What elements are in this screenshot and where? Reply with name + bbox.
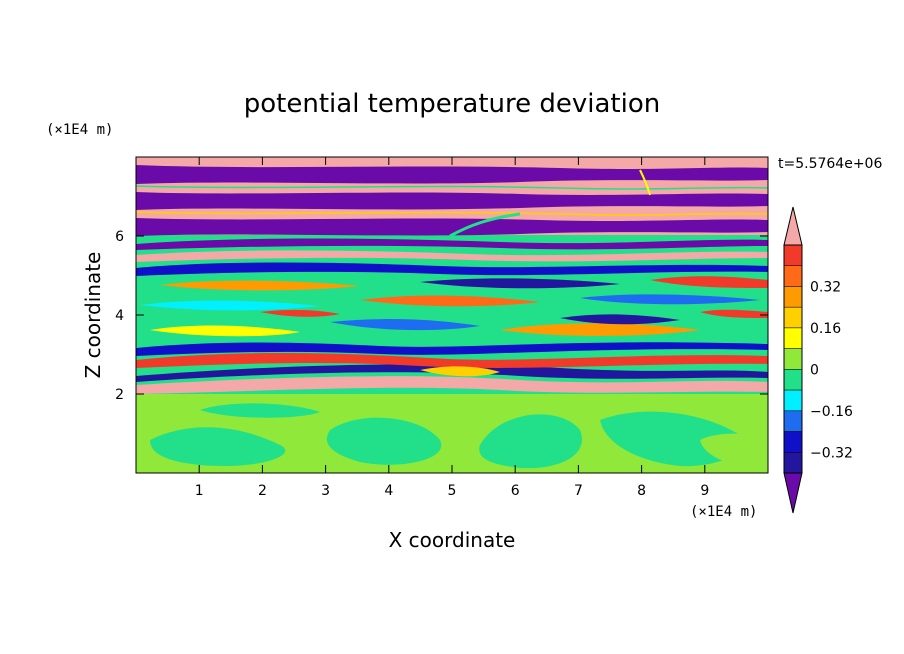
colorbar-swatch: [783, 348, 803, 370]
x-axis-label: X coordinate: [389, 528, 516, 552]
x-tick-label: 9: [700, 483, 709, 499]
x-tick-label: 4: [384, 483, 393, 499]
colorbar-swatch: [783, 369, 803, 391]
colorbar-swatch: [783, 410, 803, 432]
chart-title: potential temperature deviation: [244, 89, 660, 119]
eddy-region: [200, 403, 320, 418]
colorbar-label: −0.32: [810, 445, 853, 461]
x-tick-label: 1: [195, 483, 204, 499]
colorbar-label: 0: [810, 362, 819, 378]
x-tick-label: 7: [574, 483, 583, 499]
eddy-region: [479, 414, 582, 469]
colorbar-swatch: [783, 286, 803, 308]
y-axis-ticks: 2 4 6: [115, 229, 768, 403]
x-tick-label: 6: [511, 483, 520, 499]
colorbar-swatch: [783, 452, 803, 474]
x-tick-label: 2: [258, 483, 267, 499]
time-label: t=5.5764e+06: [778, 156, 882, 172]
colorbar-label: 0.16: [810, 321, 841, 337]
heatmap-field: [136, 157, 768, 473]
colorbar: 0.32 0.16 0 −0.16 −0.32: [783, 206, 853, 514]
x-tick-label: 8: [637, 483, 646, 499]
colorbar-bottom-arrow: [783, 472, 803, 514]
eddy-region: [150, 427, 286, 466]
upper-bands: [136, 157, 768, 238]
eddy-region: [326, 417, 442, 465]
y-axis-label: Z coordinate: [81, 252, 105, 379]
colorbar-swatch: [783, 327, 803, 349]
colorbar-top-arrow: [783, 206, 803, 246]
colorbar-swatch: [783, 244, 803, 266]
eddy-region: [600, 411, 744, 467]
colorbar-swatch: [783, 389, 803, 412]
colorbar-swatch: [783, 431, 803, 453]
y-unit-label: (×1E4 m): [46, 122, 113, 138]
x-tick-label: 3: [321, 483, 330, 499]
x-tick-label: 5: [448, 483, 457, 499]
y-tick-label: 6: [115, 229, 124, 245]
x-axis-ticks: 1 2 3 4 5 6 7 8 9: [195, 157, 709, 499]
middle-wave-bands: [136, 238, 768, 394]
colorbar-frame: [783, 244, 803, 474]
y-tick-label: 2: [115, 387, 124, 403]
colorbar-label: −0.16: [810, 404, 853, 420]
colorbar-swatch: [783, 306, 803, 329]
colorbar-swatch: [783, 265, 803, 287]
x-unit-label: (×1E4 m): [690, 504, 757, 520]
eddy-region: [700, 433, 768, 470]
y-tick-label: 4: [115, 308, 124, 324]
colorbar-label: 0.32: [810, 279, 841, 295]
